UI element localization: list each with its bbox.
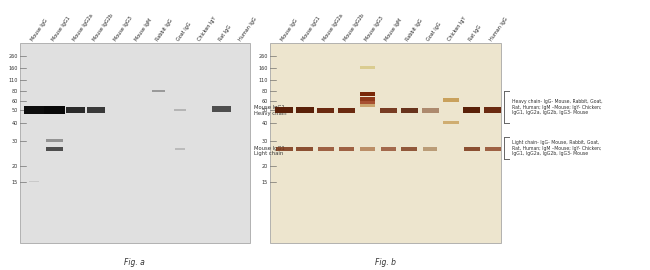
Text: 15: 15 bbox=[11, 180, 18, 185]
Text: Human IgG: Human IgG bbox=[239, 16, 258, 42]
Text: 30: 30 bbox=[261, 139, 268, 144]
Bar bbox=[381, 147, 396, 151]
Bar bbox=[359, 101, 375, 104]
Bar bbox=[66, 107, 84, 113]
Text: 20: 20 bbox=[11, 164, 18, 168]
Bar bbox=[318, 147, 333, 151]
Bar bbox=[360, 66, 374, 69]
Text: Mouse IgG3: Mouse IgG3 bbox=[113, 15, 134, 42]
Bar bbox=[317, 107, 334, 113]
Text: Mouse IgM: Mouse IgM bbox=[134, 18, 153, 42]
Bar bbox=[359, 147, 375, 151]
Text: Rat IgG: Rat IgG bbox=[468, 24, 482, 42]
Bar bbox=[275, 107, 293, 113]
Bar bbox=[153, 90, 166, 92]
Text: 40: 40 bbox=[261, 121, 268, 126]
Text: Heavy chain- IgG- Mouse, Rabbit, Goat,
Rat, Human; IgM –Mouse; IgY- Chicken;
IgG: Heavy chain- IgG- Mouse, Rabbit, Goat, R… bbox=[512, 99, 602, 116]
Bar bbox=[296, 147, 313, 151]
Text: Mouse IgG2a: Mouse IgG2a bbox=[322, 13, 344, 42]
Text: Human IgG: Human IgG bbox=[489, 16, 508, 42]
Bar bbox=[338, 107, 355, 113]
Bar bbox=[359, 92, 375, 96]
Bar bbox=[20, 43, 250, 243]
Text: 260: 260 bbox=[8, 54, 18, 59]
Bar bbox=[46, 139, 63, 142]
Text: 15: 15 bbox=[261, 180, 268, 185]
Bar bbox=[44, 106, 66, 114]
Bar bbox=[339, 147, 354, 151]
Text: 160: 160 bbox=[259, 66, 268, 71]
Bar bbox=[212, 106, 231, 112]
Bar bbox=[464, 147, 480, 151]
Text: 30: 30 bbox=[11, 139, 18, 144]
Text: Mouse IgM: Mouse IgM bbox=[384, 18, 404, 42]
Text: Chicken IgY: Chicken IgY bbox=[196, 16, 217, 42]
Text: 50: 50 bbox=[261, 108, 268, 113]
Bar bbox=[24, 106, 44, 114]
Text: 60: 60 bbox=[261, 99, 268, 104]
Text: Rabbit IgG: Rabbit IgG bbox=[405, 18, 424, 42]
Bar bbox=[359, 97, 375, 100]
Text: 80: 80 bbox=[11, 89, 18, 94]
Bar bbox=[296, 107, 314, 113]
Text: Rabbit IgG: Rabbit IgG bbox=[155, 18, 174, 42]
Text: Mouse IgG: Mouse IgG bbox=[280, 18, 299, 42]
Bar bbox=[402, 147, 417, 151]
Bar bbox=[484, 107, 501, 113]
Bar bbox=[270, 43, 500, 243]
Text: Mouse IgG2b: Mouse IgG2b bbox=[92, 13, 115, 42]
Text: 20: 20 bbox=[261, 164, 268, 168]
Bar bbox=[443, 120, 459, 124]
Text: Light chain- IgG- Mouse, Rabbit, Goat,
Rat, Human; IgM –Mouse; IgY- Chicken;
IgG: Light chain- IgG- Mouse, Rabbit, Goat, R… bbox=[512, 140, 601, 156]
Text: Fig. a: Fig. a bbox=[125, 258, 145, 267]
Text: Mouse IgG1
Heavy chain: Mouse IgG1 Heavy chain bbox=[254, 105, 287, 116]
Bar bbox=[443, 97, 460, 102]
Text: 50: 50 bbox=[11, 108, 18, 113]
Bar bbox=[401, 107, 418, 113]
Text: Chicken IgY: Chicken IgY bbox=[447, 16, 467, 42]
Text: Mouse IgG2a: Mouse IgG2a bbox=[72, 13, 94, 42]
Bar bbox=[174, 109, 186, 111]
Bar bbox=[485, 147, 500, 151]
Text: Goat IgG: Goat IgG bbox=[426, 21, 443, 42]
Bar bbox=[423, 147, 437, 151]
Text: Mouse IgG1: Mouse IgG1 bbox=[301, 15, 322, 42]
Text: Goat IgG: Goat IgG bbox=[176, 21, 192, 42]
Bar bbox=[46, 147, 63, 151]
Text: 110: 110 bbox=[8, 78, 18, 83]
Bar bbox=[359, 104, 375, 107]
Text: 80: 80 bbox=[261, 89, 268, 94]
Text: Mouse IgG1
Light chain: Mouse IgG1 Light chain bbox=[254, 146, 285, 157]
Bar bbox=[87, 107, 105, 113]
Text: Mouse IgG3: Mouse IgG3 bbox=[363, 15, 384, 42]
Text: Rat IgG: Rat IgG bbox=[218, 24, 232, 42]
Text: Mouse IgG: Mouse IgG bbox=[30, 18, 49, 42]
Text: 160: 160 bbox=[8, 66, 18, 71]
Text: 260: 260 bbox=[259, 54, 268, 59]
Text: 60: 60 bbox=[11, 99, 18, 104]
Text: 40: 40 bbox=[11, 121, 18, 126]
Text: Mouse IgG1: Mouse IgG1 bbox=[51, 15, 72, 42]
Text: 110: 110 bbox=[259, 78, 268, 83]
Bar bbox=[175, 148, 185, 150]
Bar bbox=[380, 107, 396, 113]
Text: Fig. b: Fig. b bbox=[374, 258, 396, 267]
Bar bbox=[422, 107, 439, 113]
Bar bbox=[276, 147, 292, 151]
Bar bbox=[463, 107, 480, 113]
Bar bbox=[29, 181, 39, 182]
Text: Mouse IgG2b: Mouse IgG2b bbox=[343, 13, 365, 42]
